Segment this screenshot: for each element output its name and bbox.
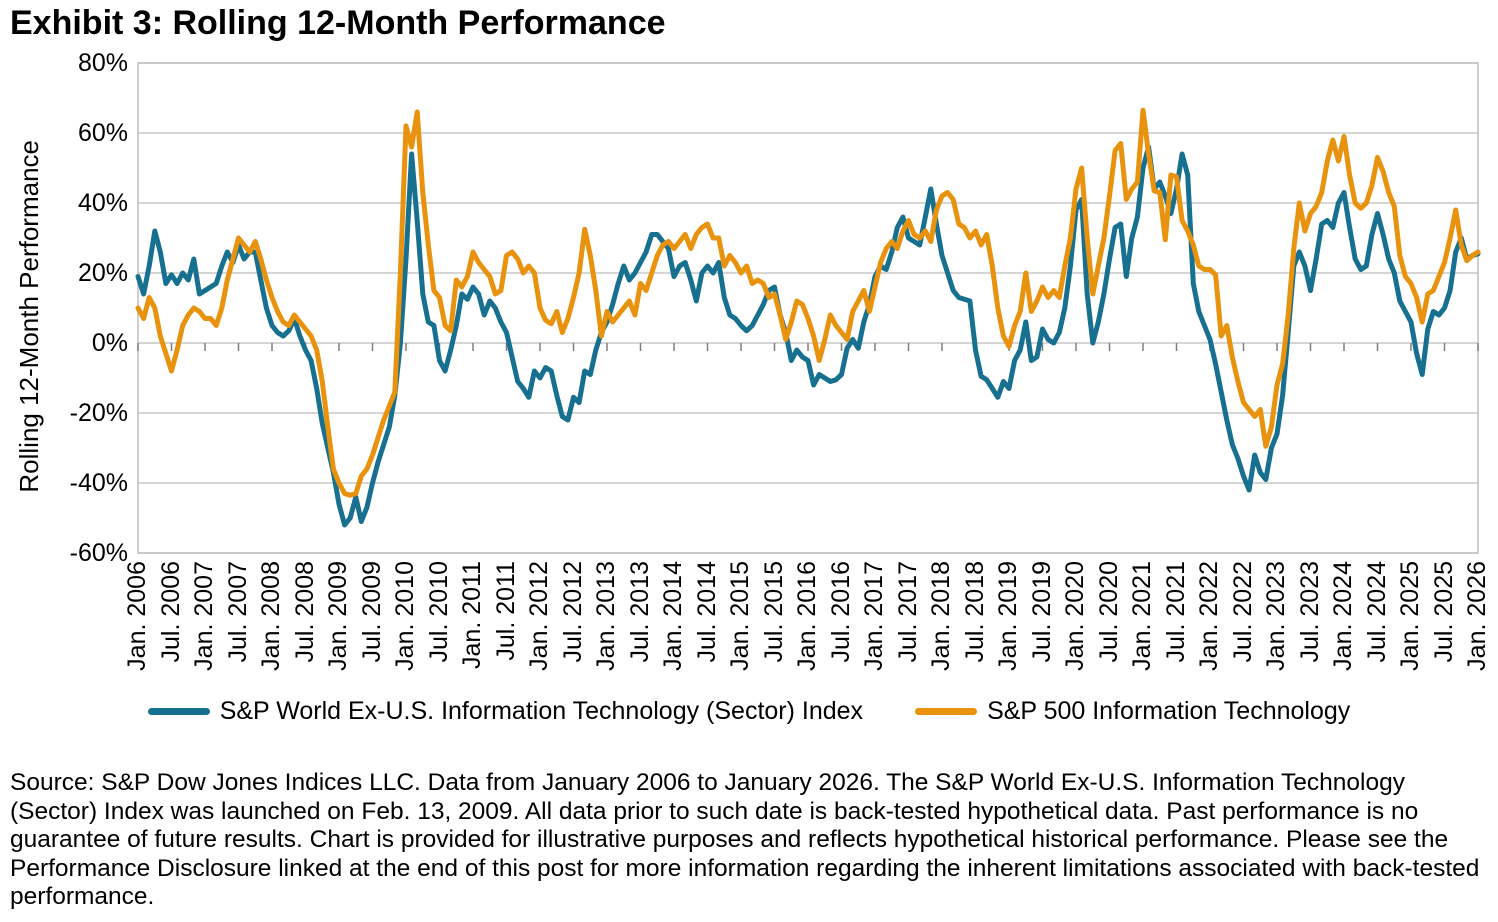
- x-tick-label: Jan. 2017: [860, 561, 888, 671]
- x-tick-label: Jan. 2016: [793, 561, 821, 671]
- x-tick-label: Jul. 2011: [491, 561, 520, 661]
- y-tick-label: 60%: [77, 119, 128, 147]
- x-tick-label: Jan. 2011: [458, 561, 486, 669]
- x-tick-label: Jan. 2007: [190, 561, 218, 671]
- legend-label-world-ex-us: S&P World Ex-U.S. Information Technology…: [219, 697, 864, 725]
- x-tick-label: Jul. 2020: [1094, 561, 1123, 663]
- y-tick-label: -40%: [69, 469, 128, 497]
- x-tick-label: Jan. 2010: [391, 561, 419, 671]
- x-tick-label: Jul. 2013: [625, 561, 654, 663]
- series-line-1: [135, 107, 1481, 498]
- x-tick-label: Jul. 2010: [424, 561, 453, 663]
- x-tick-label: Jul. 2024: [1362, 561, 1391, 663]
- x-tick-label: Jan. 2025: [1396, 561, 1424, 671]
- legend-label-sp500-it: S&P 500 Information Technology: [987, 697, 1351, 725]
- x-tick-label: Jul. 2025: [1429, 561, 1458, 663]
- x-tick-label: Jan. 2013: [592, 561, 620, 671]
- x-tick-label: Jan. 2024: [1329, 561, 1357, 671]
- legend-item-world-ex-us: S&P World Ex-U.S. Information Technology…: [147, 697, 864, 726]
- legend-item-sp500-it: S&P 500 Information Technology: [915, 697, 1350, 726]
- x-tick-label: Jan. 2019: [994, 561, 1022, 671]
- x-tick-label: Jan. 2009: [324, 561, 352, 671]
- page-title: Exhibit 3: Rolling 12-Month Performance: [10, 4, 666, 42]
- x-tick-label: Jul. 2019: [1027, 561, 1056, 663]
- x-tick-label: Jul. 2017: [893, 561, 922, 663]
- x-tick-label: Jul. 2016: [826, 561, 855, 663]
- series-line-0: [135, 144, 1481, 528]
- x-tick-label: Jul. 2009: [357, 561, 386, 663]
- x-tick-label: Jan. 2008: [257, 561, 285, 671]
- x-tick-label: Jan. 2015: [726, 561, 754, 671]
- x-tick-label: Jul. 2022: [1228, 561, 1257, 663]
- legend: S&P World Ex-U.S. Information Technology…: [0, 697, 1498, 726]
- x-tick-label: Jul. 2012: [558, 561, 587, 663]
- legend-swatch-sp500-it: [915, 708, 978, 715]
- x-tick-label: Jan. 2020: [1061, 561, 1089, 671]
- x-tick-label: Jan. 2014: [659, 561, 687, 671]
- x-tick-label: Jul. 2015: [759, 561, 788, 663]
- x-tick-label: Jan. 2018: [927, 561, 955, 671]
- x-tick-label: Jul. 2014: [692, 561, 721, 663]
- source-text: Source: S&P Dow Jones Indices LLC. Data …: [10, 769, 1480, 910]
- x-tick-label: Jan. 2012: [525, 561, 553, 671]
- x-tick-label: Jul. 2021: [1161, 561, 1190, 663]
- y-tick-label: -60%: [69, 539, 128, 567]
- legend-swatch-world-ex-us: [147, 708, 210, 715]
- x-tick-label: Jul. 2006: [156, 561, 185, 663]
- x-tick-label: Jul. 2007: [223, 561, 252, 663]
- y-tick-label: 40%: [77, 189, 128, 217]
- x-tick-label: Jul. 2018: [960, 561, 989, 663]
- y-tick-label: 20%: [77, 259, 128, 287]
- x-tick-label: Jul. 2023: [1295, 561, 1324, 663]
- y-tick-label: 0%: [91, 329, 128, 357]
- x-tick-label: Jul. 2008: [290, 561, 319, 663]
- x-tick-label: Jan. 2006: [123, 561, 151, 671]
- x-tick-label: Jan. 2026: [1463, 561, 1491, 671]
- x-tick-label: Jan. 2021: [1128, 561, 1156, 671]
- y-tick-label: -20%: [69, 399, 128, 427]
- x-tick-label: Jan. 2023: [1262, 561, 1290, 671]
- y-tick-label: 80%: [77, 49, 128, 77]
- x-tick-label: Jan. 2022: [1195, 561, 1223, 671]
